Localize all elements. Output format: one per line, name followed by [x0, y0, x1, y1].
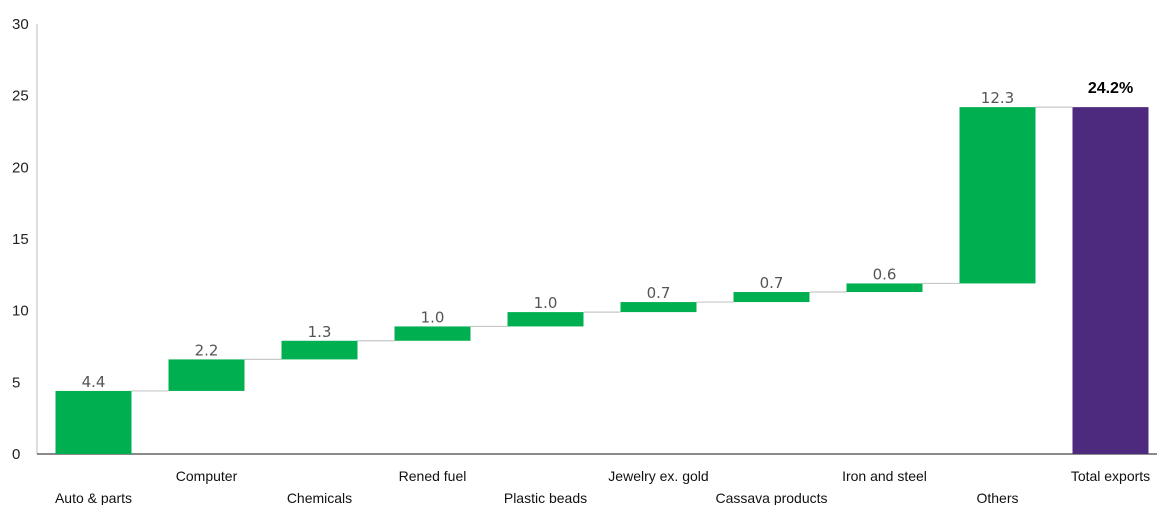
category-label: Cassava products: [715, 490, 827, 505]
category-label: Plastic beads: [504, 490, 587, 505]
value-label: 2.2: [195, 341, 219, 359]
category-label: Iron and steel: [842, 468, 927, 484]
y-tick-label: 25: [12, 88, 29, 105]
value-label: 4.4: [82, 373, 106, 391]
y-tick-label: 15: [12, 231, 29, 248]
value-label: 12.3: [981, 89, 1014, 107]
total-bar: [1072, 107, 1149, 454]
value-label: 1.0: [421, 308, 445, 326]
increment-bar: [620, 302, 697, 313]
y-tick-label: 30: [12, 16, 29, 33]
y-tick-label: 5: [12, 374, 20, 391]
category-label: Auto & parts: [55, 490, 132, 505]
increment-bar: [55, 390, 132, 454]
y-tick-label: 0: [12, 446, 20, 463]
category-label: Total exports: [1071, 468, 1150, 484]
increment-bar: [507, 312, 584, 327]
y-tick-label: 10: [12, 303, 29, 320]
increment-bar: [733, 292, 810, 303]
value-label: 0.7: [647, 284, 671, 302]
increment-bar: [959, 107, 1036, 284]
value-label: 1.3: [308, 323, 332, 341]
category-label: Others: [976, 490, 1018, 505]
increment-bar: [281, 340, 358, 360]
category-label: Computer: [176, 468, 238, 484]
value-label: 0.7: [760, 274, 784, 292]
increment-bar: [168, 359, 245, 391]
category-label: Jewelry ex. gold: [608, 468, 708, 484]
category-label: Chemicals: [287, 490, 352, 505]
increment-bar: [846, 283, 923, 293]
increment-bar: [394, 326, 471, 341]
value-label: 0.6: [873, 265, 897, 283]
value-label: 1.0: [534, 294, 558, 312]
y-tick-label: 20: [12, 159, 29, 176]
category-label: Rened fuel: [399, 468, 467, 484]
value-label: 24.2%: [1088, 80, 1133, 97]
